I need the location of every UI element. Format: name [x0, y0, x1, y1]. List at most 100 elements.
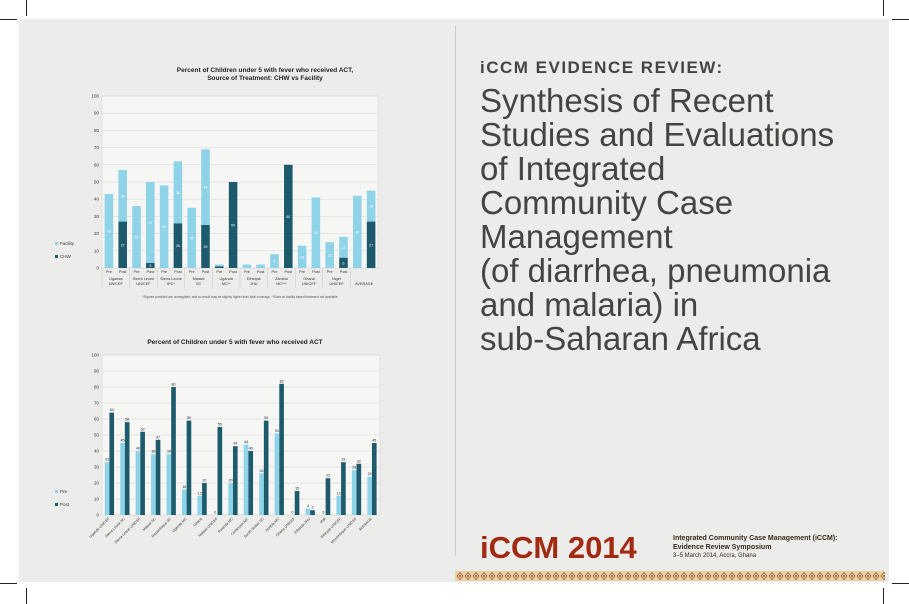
- data-label: 40: [136, 447, 140, 451]
- pattern-diamond: [512, 571, 520, 581]
- x-tick-label: Sierra Leone UNICEF: [114, 516, 142, 544]
- pattern-diamond: [536, 571, 544, 581]
- crop-mark: [883, 588, 884, 604]
- x-tick-label: Post: [312, 270, 321, 274]
- bar-pre: [197, 495, 203, 515]
- pattern-dot: [595, 575, 597, 577]
- data-label: 0: [214, 511, 216, 515]
- x-tick-label: Mozambique UNICEF: [330, 516, 358, 544]
- pattern-diamond: [568, 571, 576, 581]
- data-label: 60: [286, 215, 290, 219]
- bar-post: [171, 387, 176, 515]
- pattern-diamond: [776, 571, 784, 581]
- y-tick-label: 40: [94, 449, 100, 454]
- pattern-dot: [715, 575, 717, 577]
- pattern-dot: [555, 575, 557, 577]
- data-label: 23: [326, 474, 330, 478]
- data-label: 27: [369, 243, 373, 247]
- bar-pre: [135, 451, 141, 515]
- data-label: 36: [135, 236, 139, 240]
- pattern-diamond: [496, 571, 504, 581]
- x-tick-label: Pre: [134, 270, 140, 274]
- data-label: 0: [291, 511, 293, 515]
- headline-line: Community Case: [480, 184, 734, 221]
- data-label: 13: [300, 255, 304, 259]
- headline: Synthesis of Recent Studies and Evaluati…: [480, 84, 880, 356]
- pattern-dot: [587, 575, 589, 577]
- bar-pre: [305, 508, 311, 515]
- x-tick-label: Uganda MC: [171, 517, 188, 534]
- crop-mark: [892, 19, 909, 20]
- x-tick-label: Ghana: [193, 517, 203, 527]
- pattern-diamond: [504, 571, 512, 581]
- legend-swatch-pre: [55, 490, 58, 493]
- bar-facility: [270, 254, 279, 268]
- pattern-diamond: [880, 571, 885, 581]
- pattern-dot: [835, 575, 837, 577]
- pattern-dot: [635, 575, 637, 577]
- x-tick-label: Pre: [299, 270, 305, 274]
- group-label: Uganda: [220, 277, 234, 281]
- pattern-diamond: [824, 571, 832, 581]
- pattern-diamond: [640, 571, 648, 581]
- data-label: 35: [190, 236, 194, 240]
- data-label: 44: [204, 186, 208, 190]
- bar-post: [217, 427, 223, 515]
- pattern-diamond: [752, 571, 760, 581]
- group-label: Ethiopia: [247, 277, 262, 281]
- legend-label: Facility: [60, 241, 75, 246]
- bar-facility: [146, 182, 155, 263]
- data-label: 33: [341, 458, 345, 462]
- pattern-dot: [699, 575, 701, 577]
- bar-post: [202, 483, 207, 515]
- x-tick-label: Post: [202, 270, 211, 274]
- y-tick-label: 60: [94, 162, 100, 167]
- bar-post: [310, 510, 315, 515]
- bar-chw: [201, 225, 210, 268]
- pattern-diamond: [728, 571, 736, 581]
- pattern-diamond: [792, 571, 800, 581]
- data-label: 20: [202, 479, 206, 483]
- pattern-diamond: [760, 571, 768, 581]
- pattern-dot: [867, 575, 869, 577]
- data-label: 47: [148, 221, 152, 225]
- pattern-diamond: [704, 571, 712, 581]
- y-tick-label: 60: [94, 417, 100, 422]
- x-tick-label: Post: [229, 270, 238, 274]
- crop-mark: [26, 0, 27, 16]
- bar-post: [232, 446, 238, 515]
- bar-post: [248, 451, 254, 515]
- chart-1: 010203040506070809010043Pre2730Post36Pre…: [55, 94, 379, 299]
- y-tick-label: 70: [94, 401, 100, 406]
- bar-facility: [325, 242, 334, 268]
- bar-post: [186, 420, 192, 515]
- x-tick-label: Ethiopia JHU: [294, 517, 312, 535]
- legend-label: CHW: [60, 254, 71, 259]
- group-label: UNICEF: [302, 282, 317, 286]
- bar-pre: [151, 454, 156, 515]
- group-label: Sierra Leone: [160, 277, 182, 281]
- data-label: 59: [264, 416, 268, 420]
- bar-post: [263, 420, 269, 515]
- group-label: IRC*: [167, 282, 176, 286]
- group-label: Ghana: [303, 277, 315, 281]
- legend-swatch-post: [55, 503, 58, 506]
- bar-pre: [104, 462, 110, 515]
- pattern-dot: [571, 575, 573, 577]
- pattern-dot: [651, 575, 653, 577]
- bar-pre: [274, 433, 280, 515]
- pattern-diamond: [840, 571, 848, 581]
- pattern-dot: [843, 575, 845, 577]
- data-label: 38: [151, 450, 155, 454]
- pattern-dot: [739, 575, 741, 577]
- data-label: 59: [187, 416, 191, 420]
- legend-label: Pre: [60, 489, 68, 494]
- x-tick-label: Post: [284, 270, 293, 274]
- pattern-dot: [707, 575, 709, 577]
- pattern-dot: [603, 575, 605, 577]
- pattern-diamond: [672, 571, 680, 581]
- decorative-pattern: [455, 571, 885, 581]
- pattern-diamond: [664, 571, 672, 581]
- pattern-dot: [459, 575, 461, 577]
- chart-1-title-line: Source of Treatment: CHW vs Facility: [207, 75, 323, 82]
